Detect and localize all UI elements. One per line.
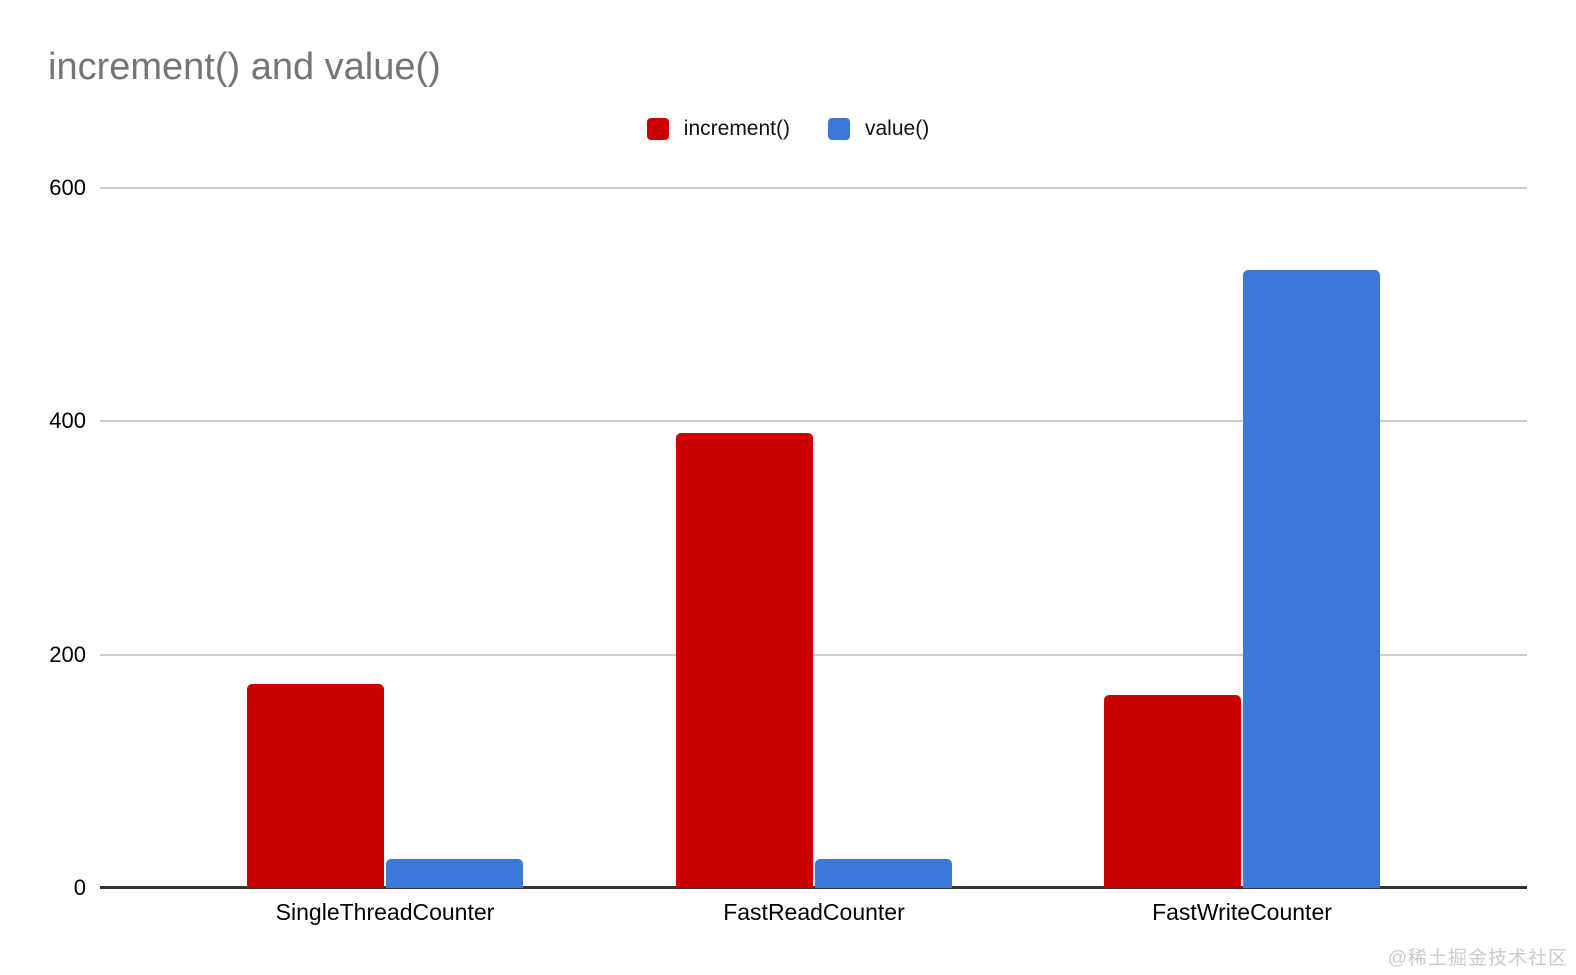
bar-increment-fastreadcounter <box>676 433 813 888</box>
bar-value-fastwritecounter <box>1243 270 1380 888</box>
x-axis-label-singlethreadcounter: SingleThreadCounter <box>275 899 495 925</box>
gridline-600 <box>100 187 1527 189</box>
watermark: @稀土掘金技术社区 <box>1387 948 1568 969</box>
y-tick-label-400: 400 <box>49 408 86 434</box>
legend-swatch-value <box>828 118 850 140</box>
legend-label-increment: increment() <box>683 117 790 140</box>
x-axis-label-fastreadcounter: FastReadCounter <box>723 899 905 925</box>
y-tick-label-600: 600 <box>49 175 86 200</box>
y-tick-label-200: 200 <box>49 641 86 667</box>
chart-title: increment() and value() <box>48 46 441 88</box>
legend: increment() value() <box>0 118 1576 140</box>
bar-increment-singlethreadcounter <box>247 684 384 888</box>
y-tick-label-0: 0 <box>73 875 86 900</box>
bar-increment-fastwritecounter <box>1104 695 1241 888</box>
legend-swatch-increment <box>646 118 669 140</box>
plot-area: SingleThreadCounter FastReadCounter FastWr… <box>100 187 1527 925</box>
legend-entry-value: value() <box>828 118 929 140</box>
gridline-200 <box>100 653 1527 656</box>
x-axis-baseline <box>100 886 1527 889</box>
gridline-400 <box>100 420 1527 423</box>
legend-entry-increment: increment() <box>646 117 790 140</box>
legend-label-value: value() <box>865 117 930 140</box>
x-axis-label-fastwritecounter: FastWriteCounter <box>1152 899 1332 925</box>
bar-value-singlethreadcounter <box>386 859 523 888</box>
bar-value-fastreadcounter <box>815 859 952 888</box>
